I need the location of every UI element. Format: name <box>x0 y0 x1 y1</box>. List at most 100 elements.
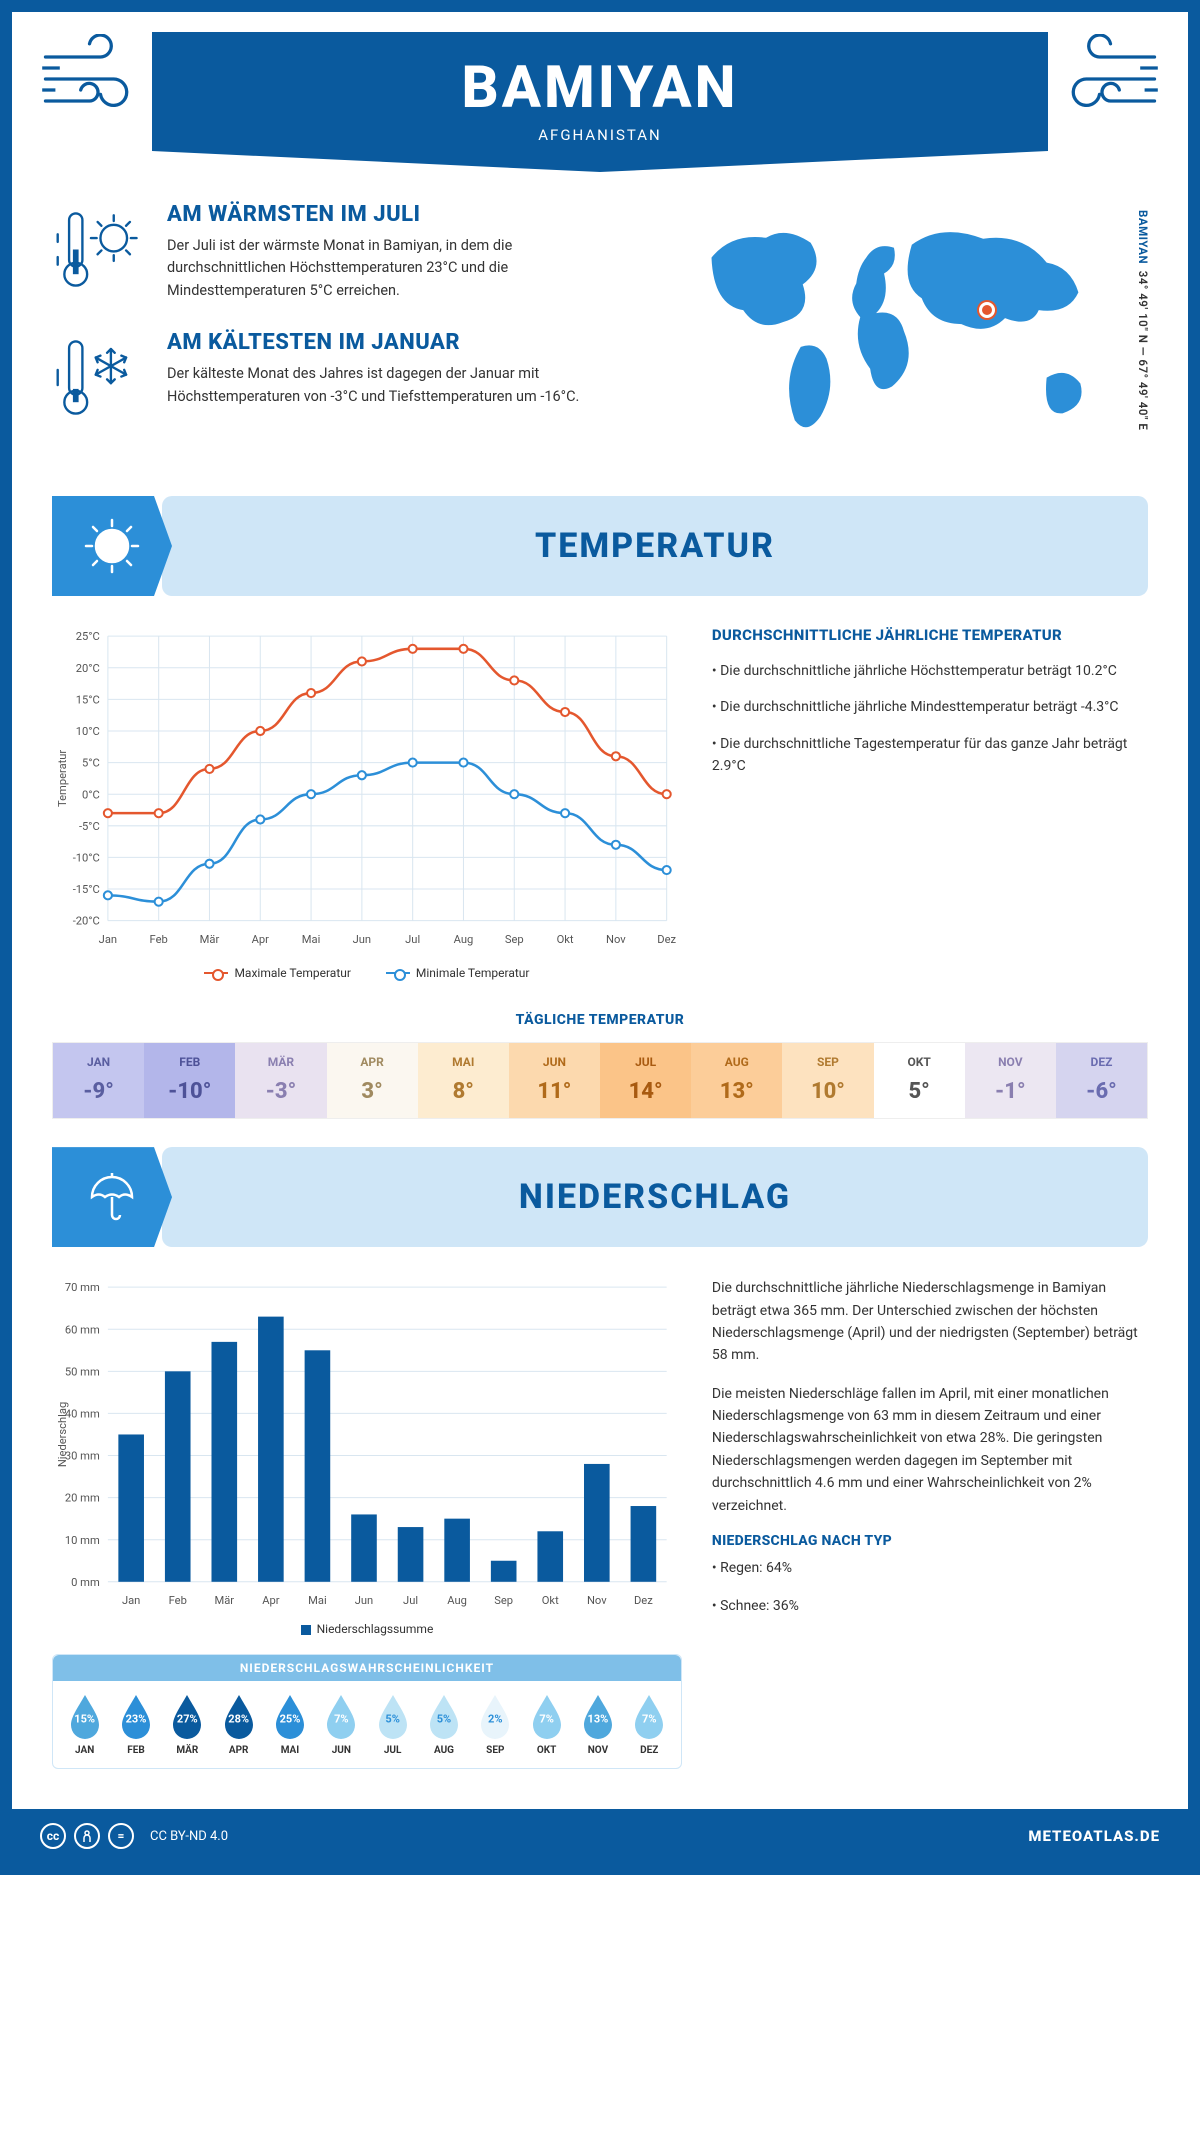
svg-text:Jul: Jul <box>405 933 420 946</box>
daily-temp-cell: MAI8° <box>418 1043 509 1118</box>
precipitation-section-header: NIEDERSCHLAG <box>52 1147 1148 1247</box>
svg-text:40 mm: 40 mm <box>65 1408 100 1421</box>
raindrop-icon: 25% <box>272 1693 308 1739</box>
svg-text:20°C: 20°C <box>76 662 100 675</box>
country-subtitle: AFGHANISTAN <box>152 126 1048 144</box>
license-block: cc = CC BY-ND 4.0 <box>40 1823 228 1849</box>
warmest-heading: AM WÄRMSTEN IM JULI <box>167 202 607 227</box>
svg-text:-15°C: -15°C <box>73 883 100 896</box>
svg-text:Mär: Mär <box>200 933 220 946</box>
prob-cell: 5% AUG <box>418 1693 469 1756</box>
raindrop-icon: 27% <box>169 1693 205 1739</box>
footer: cc = CC BY-ND 4.0 METEOATLAS.DE <box>12 1809 1188 1863</box>
precipitation-title: NIEDERSCHLAG <box>519 1177 791 1217</box>
precip-type-p2: • Schnee: 36% <box>712 1595 1148 1617</box>
temperature-line-chart: -20°C-15°C-10°C-5°C0°C5°C10°C15°C20°C25°… <box>52 626 682 980</box>
svg-text:Jun: Jun <box>353 933 371 946</box>
precip-legend: Niederschlagssumme <box>317 1622 434 1636</box>
svg-text:Dez: Dez <box>634 1594 653 1607</box>
daily-temp-cell: NOV-1° <box>965 1043 1056 1118</box>
temp-summary-p3: • Die durchschnittliche Tagestemperatur … <box>712 733 1148 778</box>
nd-icon: = <box>108 1823 134 1849</box>
prob-cell: 2% SEP <box>470 1693 521 1756</box>
header-banner: BAMIYAN AFGHANISTAN <box>152 32 1048 172</box>
svg-text:Nov: Nov <box>587 1594 607 1607</box>
world-map-icon <box>652 202 1148 462</box>
precipitation-bar-chart: 0 mm10 mm20 mm30 mm40 mm50 mm60 mm70 mmN… <box>52 1277 682 1612</box>
temperature-summary: DURCHSCHNITTLICHE JÄHRLICHE TEMPERATUR •… <box>712 626 1148 980</box>
prob-cell: 28% APR <box>213 1693 264 1756</box>
thermometer-snow-icon <box>52 330 147 425</box>
coordinates-label: BAMIYAN 34° 49' 10" N — 67° 49' 40" E <box>1136 210 1150 430</box>
prob-cell: 13% NOV <box>572 1693 623 1756</box>
raindrop-icon: 5% <box>426 1693 462 1739</box>
infographic-container: BAMIYAN AFGHANISTAN AM WÄRMSTEN IM JULI … <box>0 0 1200 1875</box>
temp-summary-p1: • Die durchschnittliche jährliche Höchst… <box>712 660 1148 682</box>
svg-text:Mai: Mai <box>308 1594 327 1607</box>
daily-temp-cell: DEZ-6° <box>1056 1043 1147 1118</box>
svg-text:10 mm: 10 mm <box>65 1534 100 1547</box>
daily-temp-cell: OKT5° <box>874 1043 965 1118</box>
legend-min: Minimale Temperatur <box>416 966 530 980</box>
world-map-wrap: BAMIYAN 34° 49' 10" N — 67° 49' 40" E <box>652 202 1148 466</box>
by-icon <box>74 1823 100 1849</box>
svg-text:Temperatur: Temperatur <box>56 750 69 807</box>
raindrop-icon: 2% <box>477 1693 513 1739</box>
raindrop-icon: 23% <box>118 1693 154 1739</box>
coldest-body: Der kälteste Monat des Jahres ist dagege… <box>167 363 607 408</box>
temp-summary-heading: DURCHSCHNITTLICHE JÄHRLICHE TEMPERATUR <box>712 626 1148 644</box>
svg-text:Jan: Jan <box>99 933 117 946</box>
coldest-block: AM KÄLTESTEN IM JANUAR Der kälteste Mona… <box>52 330 622 425</box>
prob-cell: 7% DEZ <box>624 1693 675 1756</box>
legend-max: Maximale Temperatur <box>234 966 350 980</box>
temperature-section-header: TEMPERATUR <box>52 496 1148 596</box>
svg-text:0°C: 0°C <box>82 788 100 801</box>
coldest-heading: AM KÄLTESTEN IM JANUAR <box>167 330 607 355</box>
precip-p2: Die meisten Niederschläge fallen im Apri… <box>712 1383 1148 1517</box>
raindrop-icon: 28% <box>221 1693 257 1739</box>
svg-text:Aug: Aug <box>454 933 474 946</box>
prob-cell: 27% MÄR <box>162 1693 213 1756</box>
raindrop-icon: 7% <box>631 1693 667 1739</box>
svg-text:20 mm: 20 mm <box>65 1492 100 1505</box>
city-title: BAMIYAN <box>152 54 1048 122</box>
svg-text:50 mm: 50 mm <box>65 1366 100 1379</box>
raindrop-icon: 7% <box>323 1693 359 1739</box>
svg-text:Sep: Sep <box>505 933 524 946</box>
daily-temp-cell: APR3° <box>327 1043 418 1118</box>
svg-text:Aug: Aug <box>447 1594 467 1607</box>
svg-text:Apr: Apr <box>262 1594 280 1607</box>
daily-temp-cell: JAN-9° <box>53 1043 144 1118</box>
precip-type-p1: • Regen: 64% <box>712 1557 1148 1579</box>
svg-text:Mai: Mai <box>302 933 321 946</box>
daily-temp-cell: SEP10° <box>782 1043 873 1118</box>
svg-text:60 mm: 60 mm <box>65 1323 100 1336</box>
footer-site: METEOATLAS.DE <box>1028 1827 1160 1845</box>
svg-text:Dez: Dez <box>657 933 676 946</box>
svg-text:70 mm: 70 mm <box>65 1281 100 1294</box>
svg-text:Jun: Jun <box>355 1594 373 1607</box>
svg-text:15°C: 15°C <box>76 693 100 706</box>
daily-temperature-strip: JAN-9°FEB-10°MÄR-3°APR3°MAI8°JUN11°JUL14… <box>52 1042 1148 1119</box>
svg-text:Okt: Okt <box>557 933 574 946</box>
precipitation-probability-box: NIEDERSCHLAGSWAHRSCHEINLICHKEIT 15% JAN … <box>52 1654 682 1769</box>
svg-text:Feb: Feb <box>169 1594 187 1607</box>
svg-text:10°C: 10°C <box>76 725 100 738</box>
prob-heading: NIEDERSCHLAGSWAHRSCHEINLICHKEIT <box>53 1655 681 1681</box>
wind-decoration-left <box>40 34 150 124</box>
precip-type-heading: NIEDERSCHLAG NACH TYP <box>712 1533 1148 1549</box>
license-label: CC BY-ND 4.0 <box>150 1829 228 1844</box>
svg-text:-10°C: -10°C <box>73 851 100 864</box>
daily-temp-cell: MÄR-3° <box>235 1043 326 1118</box>
raindrop-icon: 15% <box>67 1693 103 1739</box>
svg-text:25°C: 25°C <box>76 630 100 643</box>
precipitation-summary: Die durchschnittliche jährliche Niedersc… <box>712 1277 1148 1769</box>
prob-cell: 25% MAI <box>264 1693 315 1756</box>
climate-summary-row: AM WÄRMSTEN IM JULI Der Juli ist der wär… <box>12 172 1188 476</box>
svg-text:Jan: Jan <box>122 1594 140 1607</box>
svg-text:5°C: 5°C <box>82 757 100 770</box>
svg-text:Okt: Okt <box>542 1594 559 1607</box>
svg-text:0 mm: 0 mm <box>71 1576 100 1589</box>
daily-temp-cell: JUL14° <box>600 1043 691 1118</box>
temp-summary-p2: • Die durchschnittliche jährliche Mindes… <box>712 696 1148 718</box>
